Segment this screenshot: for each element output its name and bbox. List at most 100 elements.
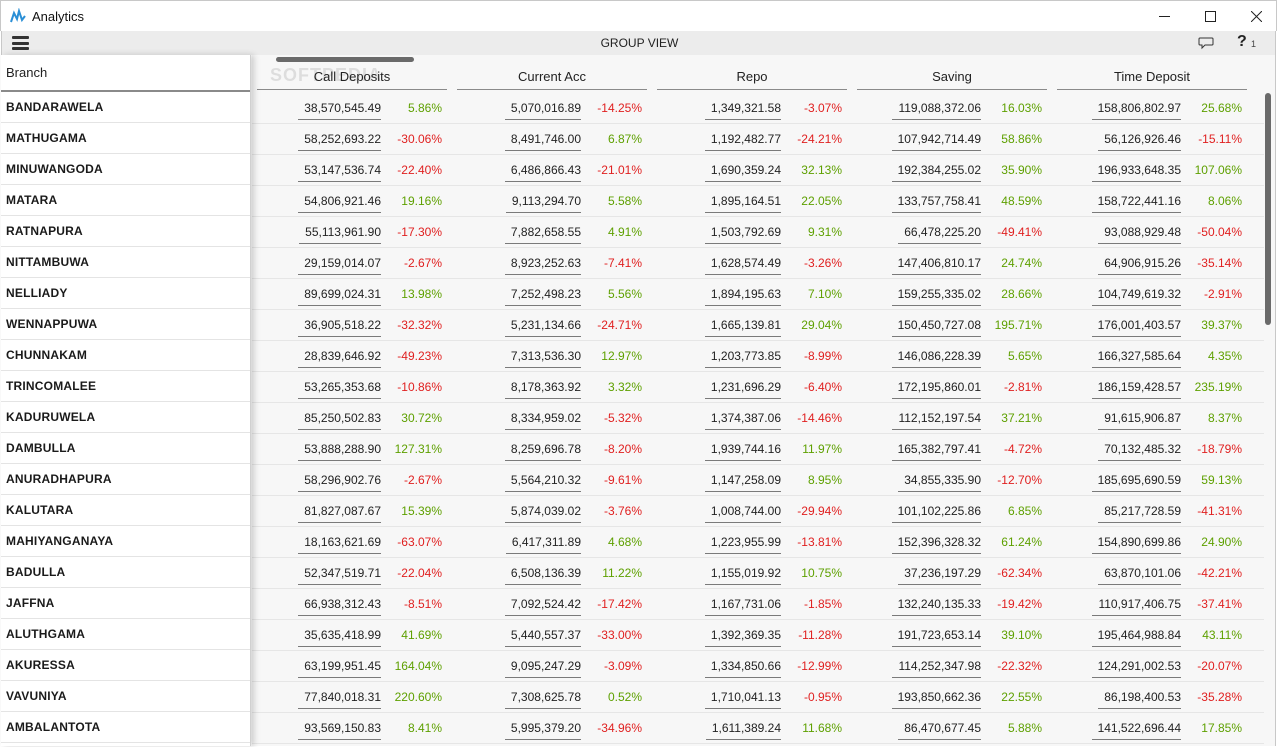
branch-row[interactable]: CHUNNAKAM — [1, 340, 250, 371]
value-cell[interactable]: 8,491,746.00 6.87% — [452, 124, 652, 155]
value-cell[interactable]: 1,334,850.66 -12.99% — [652, 651, 852, 682]
branch-row[interactable]: ALUTHGAMA — [1, 619, 250, 650]
value-cell[interactable]: 58,296,902.76 -2.67% — [252, 465, 452, 496]
branch-row[interactable]: KADURUWELA — [1, 402, 250, 433]
minimize-button[interactable] — [1141, 1, 1187, 32]
value-cell[interactable]: 101,102,225.86 6.85% — [852, 496, 1052, 527]
value-cell[interactable]: 55,113,961.90 -17.30% — [252, 217, 452, 248]
value-cell[interactable]: 5,995,379.20 -34.96% — [452, 713, 652, 744]
value-cell[interactable]: 1,374,387.06 -14.46% — [652, 403, 852, 434]
value-cell[interactable]: 18,163,621.69 -63.07% — [252, 527, 452, 558]
value-cell[interactable]: 9,095,247.29 -3.09% — [452, 651, 652, 682]
value-cell[interactable]: 112,152,197.54 37.21% — [852, 403, 1052, 434]
value-cell[interactable]: 195,464,988.84 43.11% — [1052, 620, 1252, 651]
branch-row[interactable]: AMBALANTOTA — [1, 712, 250, 743]
value-cell[interactable]: 176,001,403.57 39.37% — [1052, 310, 1252, 341]
value-cell[interactable]: 64,906,915.26 -35.14% — [1052, 248, 1252, 279]
value-cell[interactable]: 7,252,498.23 5.56% — [452, 279, 652, 310]
value-cell[interactable]: 5,070,016.89 -14.25% — [452, 93, 652, 124]
value-cell[interactable]: 89,699,024.31 13.98% — [252, 279, 452, 310]
branch-row[interactable]: RATNAPURA — [1, 216, 250, 247]
value-cell[interactable]: 7,882,658.55 4.91% — [452, 217, 652, 248]
branch-row[interactable]: MATHUGAMA — [1, 123, 250, 154]
value-cell[interactable]: 91,615,906.87 8.37% — [1052, 403, 1252, 434]
value-cell[interactable]: 63,870,101.06 -42.21% — [1052, 558, 1252, 589]
value-cell[interactable]: 1,939,744.16 11.97% — [652, 434, 852, 465]
value-cell[interactable]: 124,291,002.53 -20.07% — [1052, 651, 1252, 682]
value-cell[interactable]: 6,508,136.39 11.22% — [452, 558, 652, 589]
column-header[interactable]: Time Deposit — [1113, 69, 1191, 84]
value-cell[interactable]: 70,132,485.32 -18.79% — [1052, 434, 1252, 465]
value-cell[interactable]: 66,938,312.43 -8.51% — [252, 589, 452, 620]
value-cell[interactable]: 86,470,677.45 5.88% — [852, 713, 1052, 744]
value-cell[interactable]: 141,522,696.44 17.85% — [1052, 713, 1252, 744]
value-cell[interactable]: 1,203,773.85 -8.99% — [652, 341, 852, 372]
value-cell[interactable]: 133,757,758.41 48.59% — [852, 186, 1052, 217]
branch-row[interactable]: WENNAPPUWA — [1, 309, 250, 340]
value-cell[interactable]: 107,942,714.49 58.86% — [852, 124, 1052, 155]
value-cell[interactable]: 6,486,866.43 -21.01% — [452, 155, 652, 186]
value-cell[interactable]: 159,255,335.02 28.66% — [852, 279, 1052, 310]
value-cell[interactable]: 8,334,959.02 -5.32% — [452, 403, 652, 434]
value-cell[interactable]: 1,008,744.00 -29.94% — [652, 496, 852, 527]
value-cell[interactable]: 191,723,653.14 39.10% — [852, 620, 1052, 651]
value-cell[interactable]: 104,749,619.32 -2.91% — [1052, 279, 1252, 310]
value-cell[interactable]: 86,198,400.53 -35.28% — [1052, 682, 1252, 713]
value-cell[interactable]: 8,178,363.92 3.32% — [452, 372, 652, 403]
branch-row[interactable]: JAFFNA — [1, 588, 250, 619]
branch-column-header[interactable]: Branch — [1, 55, 250, 92]
value-cell[interactable]: 54,806,921.46 19.16% — [252, 186, 452, 217]
value-cell[interactable]: 147,406,810.17 24.74% — [852, 248, 1052, 279]
value-cell[interactable]: 81,827,087.67 15.39% — [252, 496, 452, 527]
value-cell[interactable]: 185,695,690.59 59.13% — [1052, 465, 1252, 496]
column-header[interactable]: Current Acc — [518, 69, 586, 84]
value-cell[interactable]: 1,192,482.77 -24.21% — [652, 124, 852, 155]
branch-row[interactable]: NELLIADY — [1, 278, 250, 309]
help-icon[interactable]: ? — [1237, 33, 1247, 50]
value-cell[interactable]: 5,440,557.37 -33.00% — [452, 620, 652, 651]
branch-row[interactable]: KALUTARA — [1, 495, 250, 526]
branch-row[interactable]: AKURESSA — [1, 650, 250, 681]
value-cell[interactable]: 1,503,792.69 9.31% — [652, 217, 852, 248]
value-cell[interactable]: 1,894,195.63 7.10% — [652, 279, 852, 310]
value-cell[interactable]: 37,236,197.29 -62.34% — [852, 558, 1052, 589]
value-cell[interactable]: 56,126,926.46 -15.11% — [1052, 124, 1252, 155]
value-cell[interactable]: 1,167,731.06 -1.85% — [652, 589, 852, 620]
value-cell[interactable]: 132,240,135.33 -19.42% — [852, 589, 1052, 620]
value-cell[interactable]: 186,159,428.57 235.19% — [1052, 372, 1252, 403]
value-cell[interactable]: 5,564,210.32 -9.61% — [452, 465, 652, 496]
value-cell[interactable]: 192,384,255.02 35.90% — [852, 155, 1052, 186]
value-cell[interactable]: 35,635,418.99 41.69% — [252, 620, 452, 651]
value-cell[interactable]: 154,890,699.86 24.90% — [1052, 527, 1252, 558]
value-cell[interactable]: 1,895,164.51 22.05% — [652, 186, 852, 217]
value-cell[interactable]: 5,231,134.66 -24.71% — [452, 310, 652, 341]
value-cell[interactable]: 6,417,311.89 4.68% — [452, 527, 652, 558]
value-cell[interactable]: 1,628,574.49 -3.26% — [652, 248, 852, 279]
vertical-scrollbar[interactable] — [1265, 93, 1271, 325]
value-cell[interactable]: 8,259,696.78 -8.20% — [452, 434, 652, 465]
branch-row[interactable]: MATARA — [1, 185, 250, 216]
value-cell[interactable]: 93,569,150.83 8.41% — [252, 713, 452, 744]
value-cell[interactable]: 53,888,288.90 127.31% — [252, 434, 452, 465]
value-cell[interactable]: 1,665,139.81 29.04% — [652, 310, 852, 341]
branch-row[interactable]: MINUWANGODA — [1, 154, 250, 185]
value-cell[interactable]: 172,195,860.01 -2.81% — [852, 372, 1052, 403]
column-header[interactable]: Repo — [736, 69, 768, 84]
value-cell[interactable]: 110,917,406.75 -37.41% — [1052, 589, 1252, 620]
value-cell[interactable]: 150,450,727.08 195.71% — [852, 310, 1052, 341]
hamburger-icon[interactable] — [12, 36, 29, 50]
value-cell[interactable]: 193,850,662.36 22.55% — [852, 682, 1052, 713]
value-cell[interactable]: 7,313,536.30 12.97% — [452, 341, 652, 372]
value-cell[interactable]: 1,231,696.29 -6.40% — [652, 372, 852, 403]
value-cell[interactable]: 77,840,018.31 220.60% — [252, 682, 452, 713]
value-cell[interactable]: 53,147,536.74 -22.40% — [252, 155, 452, 186]
value-cell[interactable]: 66,478,225.20 -49.41% — [852, 217, 1052, 248]
value-cell[interactable]: 119,088,372.06 16.03% — [852, 93, 1052, 124]
close-button[interactable] — [1233, 1, 1277, 32]
value-cell[interactable]: 8,923,252.63 -7.41% — [452, 248, 652, 279]
value-cell[interactable]: 93,088,929.48 -50.04% — [1052, 217, 1252, 248]
value-cell[interactable]: 114,252,347.98 -22.32% — [852, 651, 1052, 682]
value-cell[interactable]: 1,223,955.99 -13.81% — [652, 527, 852, 558]
column-header[interactable]: Call Deposits — [313, 69, 391, 84]
value-cell[interactable]: 29,159,014.07 -2.67% — [252, 248, 452, 279]
